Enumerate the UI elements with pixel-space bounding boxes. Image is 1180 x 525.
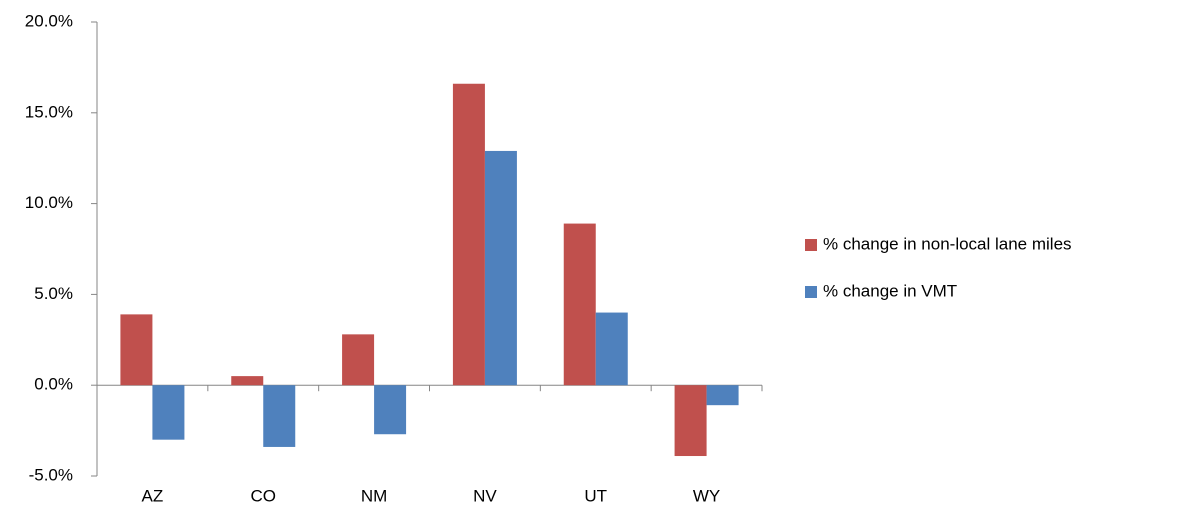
legend-label: % change in VMT: [823, 281, 957, 300]
bar: [452, 83, 485, 386]
bar: [120, 314, 153, 386]
bar: [263, 385, 296, 447]
bar: [342, 334, 375, 386]
legend-swatch: [805, 286, 817, 298]
x-tick-label: UT: [584, 486, 607, 505]
bar: [152, 385, 185, 440]
bar: [374, 385, 407, 435]
bar: [674, 385, 707, 457]
x-tick-label: NM: [361, 486, 387, 505]
bar: [706, 385, 739, 406]
y-tick-label: 5.0%: [34, 284, 73, 303]
y-tick-label: 0.0%: [34, 375, 73, 394]
x-tick-label: WY: [693, 486, 720, 505]
x-tick-label: NV: [473, 486, 497, 505]
bar: [563, 223, 596, 386]
y-tick-label: 15.0%: [25, 102, 73, 121]
bar: [231, 376, 264, 386]
bar: [595, 312, 628, 386]
y-tick-label: -5.0%: [29, 465, 73, 484]
legend-swatch: [805, 239, 817, 251]
y-tick-label: 10.0%: [25, 193, 73, 212]
bar: [484, 150, 517, 386]
legend-label: % change in non-local lane miles: [823, 234, 1072, 253]
x-tick-label: AZ: [142, 486, 164, 505]
x-tick-label: CO: [251, 486, 277, 505]
y-tick-label: 20.0%: [25, 11, 73, 30]
